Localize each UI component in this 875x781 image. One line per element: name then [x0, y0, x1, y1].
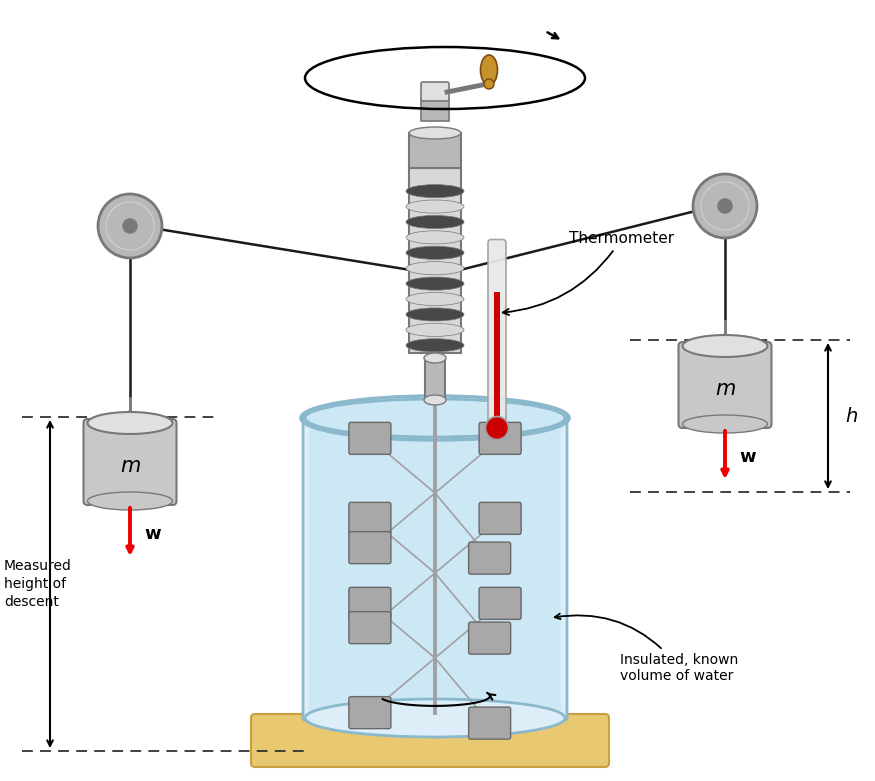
- Ellipse shape: [88, 412, 172, 434]
- Ellipse shape: [682, 335, 767, 357]
- FancyBboxPatch shape: [488, 240, 506, 431]
- Bar: [425, 358, 445, 400]
- FancyBboxPatch shape: [678, 342, 772, 428]
- Ellipse shape: [406, 262, 464, 275]
- Ellipse shape: [406, 277, 464, 291]
- Ellipse shape: [406, 246, 464, 259]
- Text: Thermometer: Thermometer: [503, 231, 674, 315]
- Ellipse shape: [406, 216, 464, 229]
- Ellipse shape: [406, 293, 464, 305]
- Ellipse shape: [406, 184, 464, 198]
- Bar: [494, 292, 500, 425]
- Text: m: m: [120, 456, 140, 476]
- FancyBboxPatch shape: [349, 697, 391, 729]
- Ellipse shape: [305, 699, 565, 737]
- Ellipse shape: [424, 353, 446, 363]
- Circle shape: [486, 416, 508, 440]
- Text: w: w: [144, 525, 161, 543]
- FancyBboxPatch shape: [469, 622, 511, 654]
- Ellipse shape: [424, 395, 446, 405]
- Circle shape: [718, 199, 732, 213]
- Text: m: m: [715, 379, 735, 399]
- FancyBboxPatch shape: [349, 423, 391, 455]
- Text: w: w: [739, 448, 756, 466]
- Ellipse shape: [406, 308, 464, 321]
- Ellipse shape: [305, 399, 565, 437]
- Ellipse shape: [682, 415, 767, 433]
- Bar: [309, 418, 561, 714]
- Ellipse shape: [480, 55, 498, 85]
- FancyBboxPatch shape: [349, 587, 391, 619]
- FancyBboxPatch shape: [303, 416, 567, 720]
- Bar: [409, 133, 461, 168]
- Ellipse shape: [406, 200, 464, 213]
- Circle shape: [123, 219, 137, 233]
- Ellipse shape: [484, 79, 494, 89]
- FancyBboxPatch shape: [469, 707, 511, 739]
- FancyBboxPatch shape: [349, 612, 391, 644]
- Circle shape: [693, 174, 757, 238]
- Bar: [421, 99, 449, 121]
- Text: Measured
height of
descent: Measured height of descent: [4, 558, 72, 609]
- FancyBboxPatch shape: [480, 423, 522, 455]
- Ellipse shape: [406, 339, 464, 352]
- Text: h: h: [845, 406, 858, 426]
- Ellipse shape: [406, 231, 464, 244]
- FancyBboxPatch shape: [421, 82, 449, 101]
- Bar: [409, 168, 461, 353]
- FancyBboxPatch shape: [349, 502, 391, 534]
- Ellipse shape: [406, 323, 464, 337]
- Ellipse shape: [409, 127, 461, 139]
- FancyBboxPatch shape: [83, 419, 177, 505]
- Ellipse shape: [88, 492, 172, 510]
- FancyBboxPatch shape: [349, 532, 391, 564]
- Circle shape: [98, 194, 162, 258]
- FancyBboxPatch shape: [480, 502, 522, 534]
- FancyBboxPatch shape: [480, 587, 522, 619]
- FancyBboxPatch shape: [251, 714, 609, 767]
- Text: Insulated, known
volume of water: Insulated, known volume of water: [555, 614, 738, 683]
- FancyBboxPatch shape: [469, 542, 511, 574]
